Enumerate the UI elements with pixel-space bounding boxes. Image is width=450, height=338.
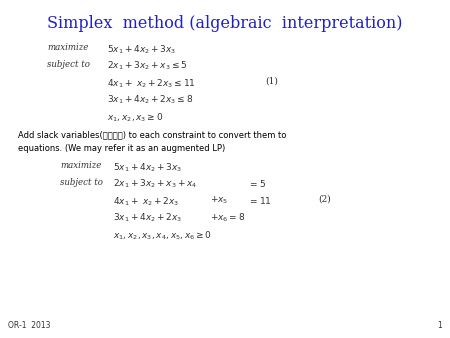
Text: subject to: subject to xyxy=(60,178,103,187)
Text: $+ x_6 = 8$: $+ x_6 = 8$ xyxy=(210,212,245,224)
Text: $5x_1 + 4x_2 + 3x_3$: $5x_1 + 4x_2 + 3x_3$ xyxy=(107,43,176,55)
Text: $3x_1 + 4x_2 + 2x_3$: $3x_1 + 4x_2 + 2x_3$ xyxy=(113,212,182,224)
Text: $+ x_5$: $+ x_5$ xyxy=(210,195,228,207)
Text: subject to: subject to xyxy=(47,60,90,69)
Text: $2x_1 + 3x_2 + x_3 \leq 5$: $2x_1 + 3x_2 + x_3 \leq 5$ xyxy=(107,60,187,72)
Text: (2): (2) xyxy=(318,195,331,204)
Text: $5x_1 + 4x_2 + 3x_3$: $5x_1 + 4x_2 + 3x_3$ xyxy=(113,161,182,173)
Text: (1): (1) xyxy=(265,77,278,86)
Text: maximize: maximize xyxy=(60,161,101,170)
Text: $4x_1 + \ x_2 + 2x_3$: $4x_1 + \ x_2 + 2x_3$ xyxy=(113,195,180,208)
Text: $4x_1 + \ x_2 + 2x_3 \leq 11$: $4x_1 + \ x_2 + 2x_3 \leq 11$ xyxy=(107,77,196,90)
Text: OR-1  2013: OR-1 2013 xyxy=(8,321,50,330)
Text: $2x_1 + 3x_2 + x_3 + x_4$: $2x_1 + 3x_2 + x_3 + x_4$ xyxy=(113,178,197,191)
Text: maximize: maximize xyxy=(47,43,88,52)
Text: Simplex  method (algebraic  interpretation): Simplex method (algebraic interpretation… xyxy=(47,15,403,32)
Text: 1: 1 xyxy=(437,321,442,330)
Text: $= 5$: $= 5$ xyxy=(248,178,266,189)
Text: $x_1, x_2, x_3, x_4, x_5, x_6 \geq 0$: $x_1, x_2, x_3, x_4, x_5, x_6 \geq 0$ xyxy=(113,229,212,241)
Text: $= 11$: $= 11$ xyxy=(248,195,272,206)
Text: equations. (We may refer it as an augmented LP): equations. (We may refer it as an augmen… xyxy=(18,144,225,153)
Text: $3x_1 + 4x_2 + 2x_3 \leq 8$: $3x_1 + 4x_2 + 2x_3 \leq 8$ xyxy=(107,94,193,106)
Text: $x_1, x_2, x_3 \geq 0$: $x_1, x_2, x_3 \geq 0$ xyxy=(107,111,163,123)
Text: Add slack variables(여유변수) to each constraint to convert them to: Add slack variables(여유변수) to each constr… xyxy=(18,130,286,139)
